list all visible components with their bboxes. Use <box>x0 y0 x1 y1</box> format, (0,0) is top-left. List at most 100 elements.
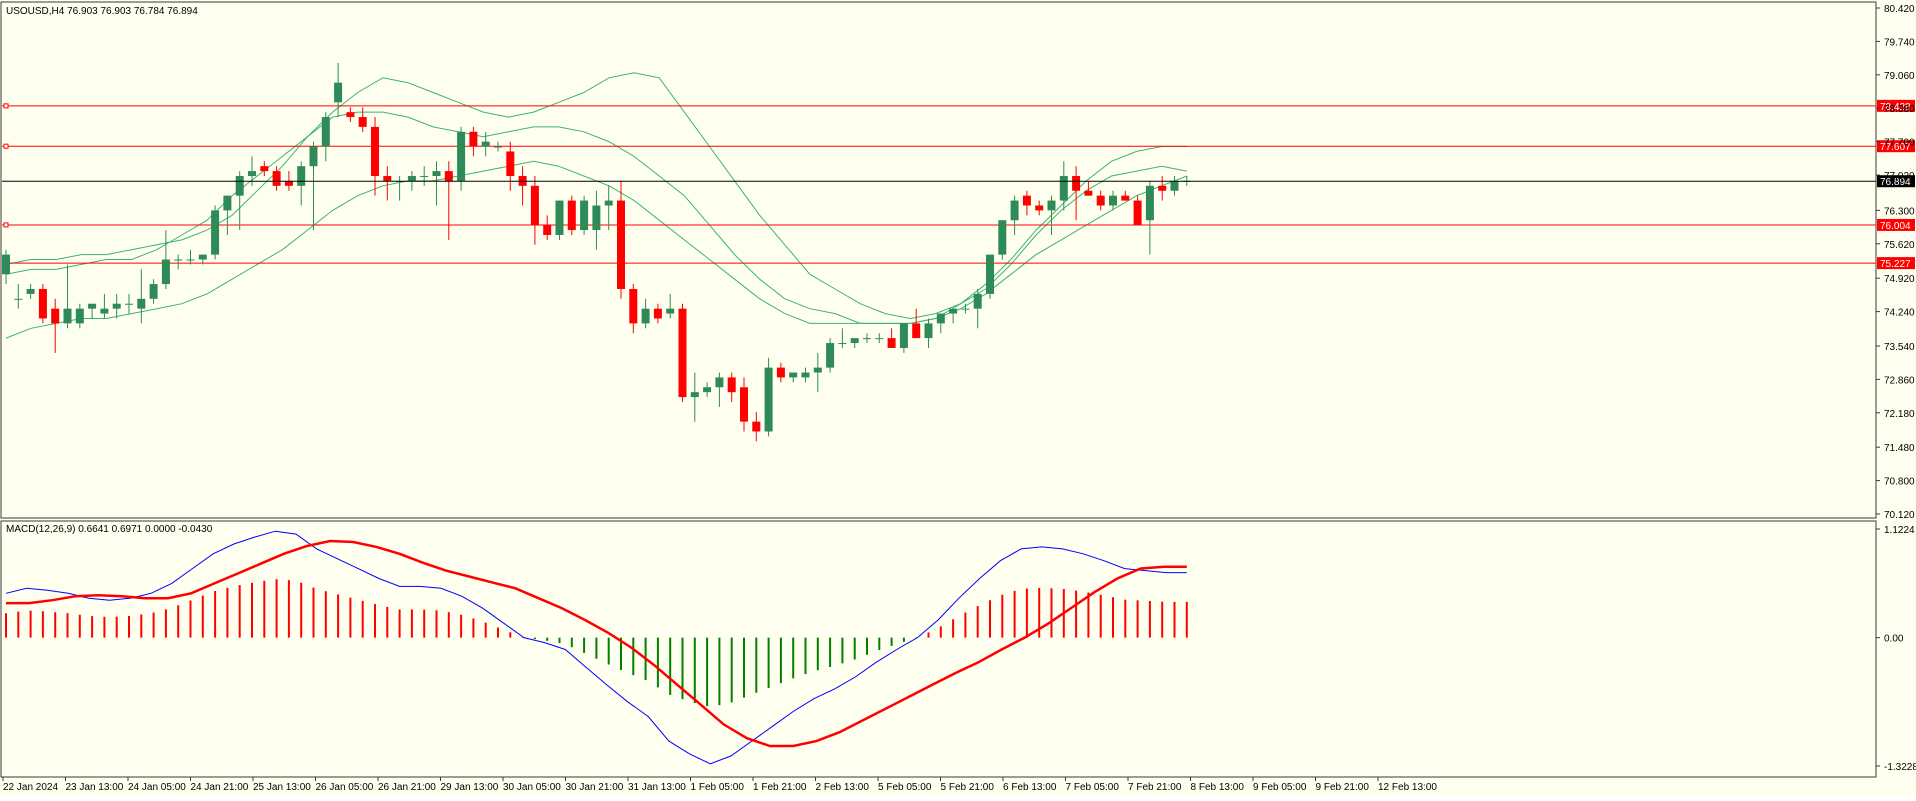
candle-body <box>592 205 601 231</box>
candle-body <box>924 323 933 339</box>
current-price-line: 76.894 <box>2 175 1915 188</box>
candle-body <box>727 377 736 393</box>
candle-body <box>334 82 343 103</box>
candle-body <box>371 126 379 177</box>
level-handle[interactable] <box>3 103 9 109</box>
time-tick-label: 23 Jan 13:00 <box>66 782 124 793</box>
candle-body <box>149 284 158 299</box>
macd-pane[interactable] <box>0 520 1877 778</box>
candle-body <box>1022 195 1031 206</box>
time-tick-label: 1 Feb 05:00 <box>691 782 745 793</box>
level-price-tag <box>1877 99 1915 112</box>
candle-body <box>973 293 982 309</box>
candle-body <box>1084 190 1093 196</box>
time-tick-label: 12 Feb 13:00 <box>1378 782 1437 793</box>
candle-body <box>912 323 921 339</box>
candle-body <box>678 308 687 398</box>
time-tick-label: 5 Feb 05:00 <box>878 782 932 793</box>
candle-body <box>1096 195 1105 206</box>
time-tick-label: 30 Jan 05:00 <box>503 782 561 793</box>
candle-body <box>88 303 97 309</box>
time-tick-label: 24 Jan 21:00 <box>191 782 249 793</box>
candle-body <box>457 131 466 181</box>
candle-body <box>1072 176 1081 191</box>
macd-info-label: MACD(12,26,9) 0.6641 0.6971 0.0000 -0.04… <box>6 524 213 535</box>
macd-tick-label: 0.00 <box>1884 634 1904 645</box>
candle-body <box>125 303 133 305</box>
candle-body <box>567 200 576 231</box>
candle-body <box>481 141 490 147</box>
price-tick-label: 70.800 <box>1884 477 1915 488</box>
candle-body <box>1121 195 1130 201</box>
candle-body <box>383 176 392 181</box>
price-tick-label: 76.300 <box>1884 206 1915 217</box>
candle-body <box>1010 200 1019 221</box>
candle-body <box>1133 200 1142 226</box>
time-tick-label: 26 Jan 05:00 <box>316 782 374 793</box>
candle-body <box>776 367 785 378</box>
candle-body <box>63 308 72 324</box>
candle-body <box>813 367 822 373</box>
candle-body <box>850 338 859 344</box>
candle-body <box>580 200 589 231</box>
candle-body <box>617 200 625 290</box>
candlestick-series <box>2 63 1191 442</box>
time-tick-label: 9 Feb 05:00 <box>1253 782 1307 793</box>
level-handle[interactable] <box>3 143 9 149</box>
level-price-tag <box>1877 140 1915 153</box>
candle-body <box>1170 180 1179 191</box>
time-tick-label: 6 Feb 13:00 <box>1003 782 1057 793</box>
price-tick-label: 75.620 <box>1884 240 1915 251</box>
horizontal-levels[interactable]: 78.428 77.607 76.004 75.227 <box>2 99 1915 270</box>
candle-body <box>690 392 699 398</box>
candle-body <box>14 298 23 300</box>
candle-body <box>629 289 638 324</box>
candle-body <box>211 210 220 255</box>
candle-body <box>51 308 60 324</box>
level-price-label: 76.004 <box>1880 221 1911 232</box>
candle-body <box>789 372 798 378</box>
price-tick-label: 80.420 <box>1884 4 1915 15</box>
candle-body <box>715 377 724 388</box>
symbol-info-label: USOUSD,H4 76.903 76.903 76.784 76.894 <box>6 6 198 17</box>
candle-body <box>703 387 712 393</box>
time-tick-label: 7 Feb 05:00 <box>1066 782 1120 793</box>
candle-body <box>1158 185 1167 191</box>
time-tick-label: 9 Feb 21:00 <box>1316 782 1370 793</box>
candle-body <box>826 343 835 368</box>
price-tick-label: 77.700 <box>1884 138 1915 149</box>
candle-body <box>875 338 884 340</box>
candle-body <box>1109 195 1117 206</box>
candle-body <box>494 146 502 148</box>
time-tick-label: 22 Jan 2024 <box>3 782 58 793</box>
macd-main-line <box>5 530 1187 765</box>
candle-body <box>1035 205 1044 211</box>
candle-body <box>961 308 970 310</box>
candle-body <box>469 131 478 147</box>
candle-body <box>309 146 318 167</box>
candle-body <box>740 387 748 422</box>
candle-body <box>358 117 367 127</box>
candle-body <box>604 200 613 206</box>
level-price-label: 77.607 <box>1880 142 1911 153</box>
candle-body <box>346 112 355 118</box>
time-tick-label: 5 Feb 21:00 <box>941 782 995 793</box>
price-axis: 80.420 79.740 79.060 78.380 77.700 77.020 76.3… <box>1876 4 1915 521</box>
candle-body <box>1059 176 1068 201</box>
price-pane[interactable] <box>0 1 1877 519</box>
price-tick-label: 72.860 <box>1884 375 1915 386</box>
candle-body <box>998 220 1007 255</box>
price-tick-label: 74.920 <box>1884 274 1915 285</box>
price-tick-label: 78.380 <box>1884 104 1915 115</box>
level-handle[interactable] <box>3 222 9 228</box>
price-tick-label: 74.240 <box>1884 308 1915 319</box>
candle-body <box>863 338 871 340</box>
candle-body <box>297 166 306 186</box>
macd-axis: 1.1224 0.00 -1.3228 <box>1876 525 1916 773</box>
current-price-tag <box>1877 175 1915 188</box>
macd-indicator <box>5 530 1188 765</box>
candle-body <box>198 254 207 260</box>
